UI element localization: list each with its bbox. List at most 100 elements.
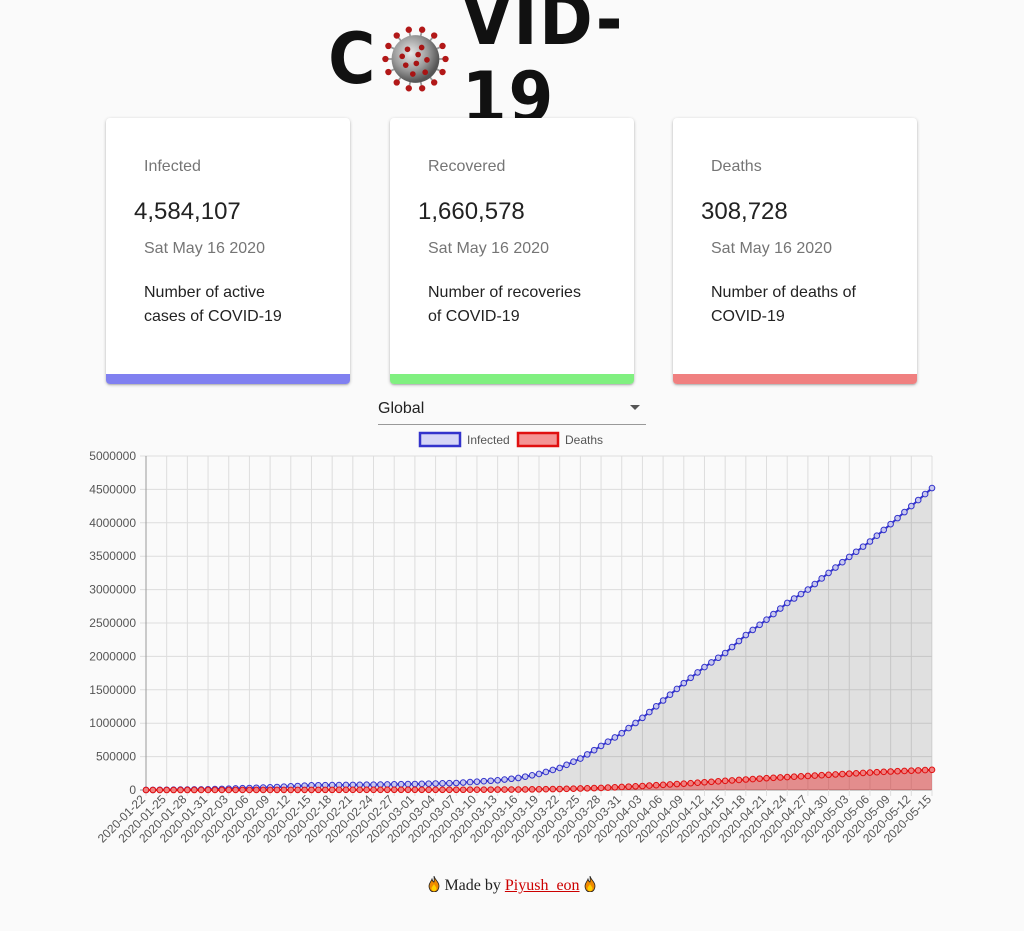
data-point-infected [466, 778, 474, 786]
data-point-deaths [701, 778, 708, 786]
data-point-deaths [839, 770, 846, 778]
data-point-deaths [666, 781, 674, 788]
data-point-infected [590, 746, 598, 754]
data-point-deaths [873, 768, 881, 776]
deaths-color-bar [673, 374, 917, 384]
data-point-deaths [783, 773, 791, 781]
data-point-infected [604, 738, 612, 745]
recovered-card: Recovered 1,660,578 Sat May 16 2020 Numb… [390, 118, 634, 384]
y-tick-label: 4000000 [89, 516, 136, 530]
country-select[interactable]: Global [378, 396, 646, 425]
data-point-infected [880, 526, 888, 534]
data-point-deaths [390, 786, 398, 794]
dropdown-arrow-icon[interactable] [630, 405, 640, 410]
legend-label-deaths: Deaths [565, 433, 603, 447]
deaths-description: Number of deaths of COVID-19 [711, 284, 856, 325]
data-point-deaths [142, 786, 150, 794]
data-point-infected [556, 764, 563, 772]
data-point-deaths [763, 774, 770, 782]
data-point-deaths [432, 786, 439, 794]
y-tick-label: 4500000 [89, 482, 136, 496]
data-point-deaths [563, 785, 570, 793]
data-point-infected [666, 691, 674, 699]
deaths-date: Sat May 16 2020 [711, 240, 832, 257]
data-point-deaths [287, 786, 295, 794]
data-point-infected [790, 595, 798, 602]
y-tick-label: 3000000 [89, 583, 136, 597]
data-point-deaths [825, 771, 832, 779]
deaths-label: Deaths [711, 158, 762, 175]
data-point-deaths [232, 786, 239, 794]
data-point-deaths [163, 786, 170, 794]
data-point-deaths [528, 786, 536, 793]
data-point-infected [901, 508, 908, 516]
data-point-infected [811, 580, 819, 588]
data-point-deaths [239, 786, 246, 794]
data-point-infected [770, 610, 777, 618]
data-point-deaths [894, 767, 901, 775]
recovered-color-bar [390, 374, 634, 384]
data-point-infected [632, 719, 639, 727]
data-point-deaths [542, 785, 550, 793]
data-point-deaths [363, 786, 370, 794]
data-point-deaths [549, 785, 557, 793]
data-point-infected [563, 761, 570, 769]
data-point-deaths [735, 776, 743, 784]
data-point-infected [494, 777, 501, 784]
data-point-infected [756, 621, 763, 629]
data-point-infected [528, 772, 536, 779]
fire-icon [584, 876, 595, 892]
data-point-infected [777, 605, 784, 612]
data-point-deaths [335, 786, 343, 794]
covid-19-logo: C VID-19 [326, 0, 698, 137]
data-point-infected [859, 543, 867, 550]
data-point-deaths [266, 786, 274, 794]
data-point-deaths [184, 786, 191, 794]
data-point-infected [452, 779, 460, 787]
recovered-date: Sat May 16 2020 [428, 240, 549, 257]
data-point-deaths [508, 786, 515, 793]
data-point-deaths [494, 786, 501, 793]
data-point-deaths [687, 779, 694, 787]
data-point-deaths [632, 783, 639, 790]
author-link[interactable]: Piyush_eon [504, 877, 580, 894]
data-point-deaths [770, 774, 777, 782]
data-point-deaths [756, 775, 763, 782]
data-point-infected [818, 575, 825, 582]
data-point-deaths [356, 786, 364, 794]
data-point-infected [845, 553, 853, 561]
legend-label-infected: Infected [467, 433, 510, 447]
data-point-deaths [749, 775, 757, 783]
y-tick-label: 2500000 [89, 616, 136, 630]
data-point-infected [377, 781, 384, 788]
series-area-infected [146, 488, 932, 790]
data-point-infected [832, 564, 839, 571]
data-point-deaths [901, 767, 908, 775]
recovered-count: 1,660,578 [418, 198, 525, 225]
data-point-infected [735, 637, 743, 645]
data-point-deaths [349, 786, 357, 794]
data-point-deaths [197, 786, 205, 794]
data-point-infected [611, 734, 619, 741]
data-point-deaths [742, 776, 750, 783]
data-point-infected [404, 780, 412, 788]
data-point-infected [728, 643, 736, 651]
data-point-infected [418, 780, 426, 788]
infected-date: Sat May 16 2020 [144, 240, 265, 257]
data-point-deaths [370, 786, 377, 794]
data-point-deaths [315, 786, 322, 794]
data-point-infected [804, 586, 812, 593]
y-tick-label: 5000000 [89, 449, 136, 463]
logo-letters-vid-19: VID-19 [462, 0, 625, 139]
y-tick-label: 1000000 [89, 716, 136, 730]
data-point-deaths [797, 773, 805, 780]
data-point-deaths [680, 780, 688, 787]
data-point-deaths [790, 773, 798, 781]
data-point-deaths [177, 786, 184, 794]
data-point-infected [384, 781, 391, 788]
data-point-deaths [501, 786, 508, 793]
data-point-deaths [611, 783, 619, 791]
data-point-deaths [583, 784, 591, 792]
data-point-deaths [570, 785, 577, 792]
data-point-deaths [721, 777, 729, 785]
